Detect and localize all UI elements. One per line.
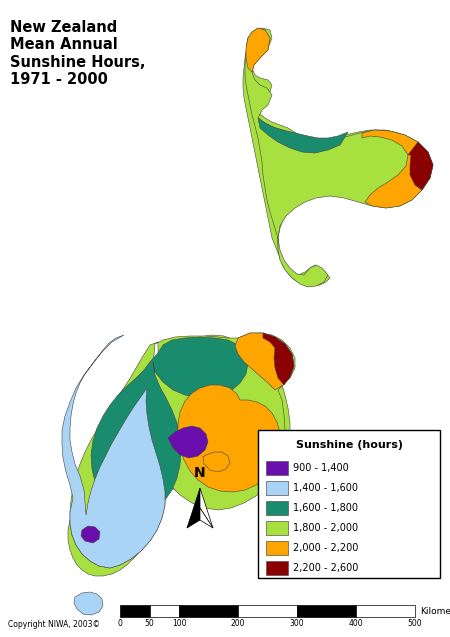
Bar (149, 605, 179, 617)
Text: 1,600 - 1,800: 1,600 - 1,800 (293, 503, 358, 513)
Text: Kilometres: Kilometres (420, 606, 450, 615)
Text: N: N (194, 466, 206, 480)
Bar (266, 481, 288, 495)
Polygon shape (178, 385, 280, 492)
Text: 0: 0 (117, 619, 122, 628)
Polygon shape (246, 28, 270, 72)
Text: 2,000 - 2,200: 2,000 - 2,200 (293, 543, 358, 553)
Polygon shape (200, 508, 213, 528)
Polygon shape (91, 337, 248, 517)
Polygon shape (168, 426, 208, 458)
Bar (258, 430, 440, 578)
Polygon shape (362, 130, 433, 208)
Polygon shape (263, 333, 294, 385)
Text: 1,800 - 2,000: 1,800 - 2,000 (293, 523, 358, 533)
Polygon shape (200, 488, 213, 528)
Text: 900 - 1,400: 900 - 1,400 (293, 463, 349, 473)
Bar (356, 605, 415, 617)
Bar (266, 501, 288, 515)
Bar (266, 541, 288, 555)
Text: 2,200 - 2,600: 2,200 - 2,600 (293, 563, 358, 573)
Polygon shape (187, 488, 200, 528)
Polygon shape (81, 526, 100, 543)
Text: 1,400 - 1,600: 1,400 - 1,600 (293, 483, 358, 493)
Text: 100: 100 (172, 619, 186, 628)
Bar (266, 461, 288, 475)
Text: 300: 300 (290, 619, 304, 628)
Polygon shape (70, 333, 294, 568)
Polygon shape (187, 508, 200, 528)
Bar (179, 605, 238, 617)
Bar (120, 605, 149, 617)
Text: 50: 50 (144, 619, 154, 628)
Polygon shape (235, 333, 294, 390)
Bar (297, 605, 356, 617)
Polygon shape (245, 28, 433, 287)
Bar (266, 561, 288, 575)
Bar (238, 605, 297, 617)
Polygon shape (258, 118, 348, 153)
Polygon shape (408, 142, 433, 190)
Text: New Zealand
Mean Annual
Sunshine Hours,
1971 - 2000: New Zealand Mean Annual Sunshine Hours, … (10, 20, 145, 87)
Text: Copyright NIWA, 2003©: Copyright NIWA, 2003© (8, 620, 100, 629)
Polygon shape (68, 333, 295, 576)
Text: 500: 500 (408, 619, 422, 628)
Text: 400: 400 (349, 619, 363, 628)
Polygon shape (74, 592, 103, 615)
Polygon shape (243, 28, 432, 286)
Text: 200: 200 (231, 619, 245, 628)
Polygon shape (203, 452, 230, 472)
Bar (266, 521, 288, 535)
Text: Sunshine (hours): Sunshine (hours) (296, 440, 402, 450)
Polygon shape (62, 335, 165, 568)
